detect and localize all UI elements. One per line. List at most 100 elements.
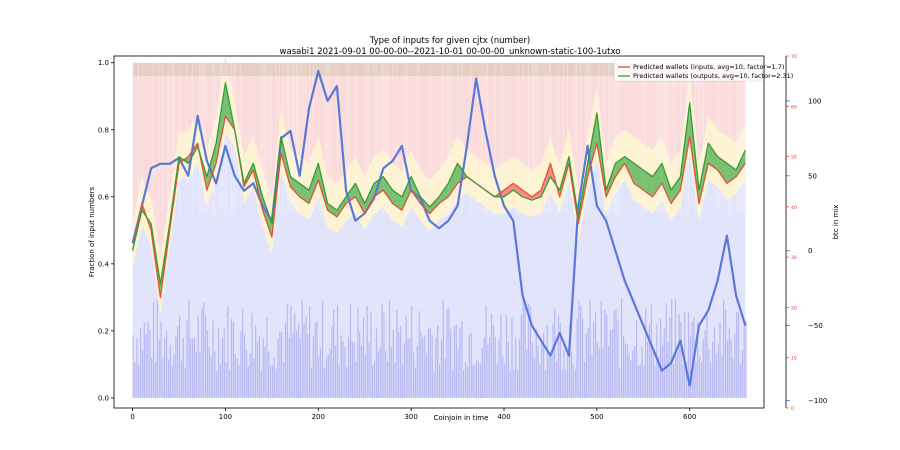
stripe — [617, 62, 619, 214]
input-spike — [349, 304, 352, 398]
input-spike — [171, 365, 173, 398]
input-spike — [257, 341, 259, 398]
input-spike — [511, 317, 513, 398]
input-spike — [450, 329, 452, 398]
input-spike — [244, 334, 246, 398]
input-spike — [357, 308, 359, 398]
x-tick-label: 200 — [312, 413, 325, 421]
input-spike — [409, 338, 411, 398]
input-spike — [583, 361, 586, 398]
input-spike — [323, 368, 326, 398]
input-spike — [728, 328, 730, 398]
input-spike — [266, 318, 268, 398]
input-spike — [283, 362, 285, 398]
input-spike — [329, 348, 331, 398]
input-spike — [366, 305, 368, 398]
input-spike — [459, 327, 461, 398]
input-spike — [650, 304, 652, 398]
input-spike — [153, 301, 155, 398]
stripe — [446, 62, 448, 214]
input-spike — [739, 363, 742, 398]
input-spike — [201, 307, 203, 398]
input-spike — [381, 303, 383, 398]
input-spike — [509, 371, 511, 398]
input-spike — [407, 337, 409, 398]
stripe — [418, 62, 420, 214]
stripe — [260, 62, 262, 214]
input-spike — [591, 354, 593, 398]
input-spike — [273, 357, 275, 398]
fill-outputs-above — [736, 149, 746, 177]
stripe — [329, 62, 331, 214]
input-spike — [602, 347, 604, 398]
input-spike — [439, 364, 441, 398]
input-spike — [327, 354, 329, 398]
input-spike — [426, 353, 428, 398]
input-spike — [474, 365, 476, 398]
stripe — [416, 62, 418, 214]
stripe — [368, 62, 370, 214]
stripe — [374, 62, 375, 214]
input-spike — [141, 350, 144, 398]
input-spike — [569, 326, 571, 398]
input-spike — [180, 361, 183, 398]
input-spike — [375, 327, 378, 398]
stripe — [674, 62, 676, 214]
stripe — [336, 62, 338, 214]
input-spike — [680, 322, 682, 398]
input-spike — [504, 363, 506, 398]
fill-outputs-above — [652, 163, 662, 197]
input-spike — [262, 337, 264, 398]
input-spike — [517, 369, 519, 398]
stripe — [702, 62, 704, 214]
stripe — [225, 62, 227, 214]
input-spike — [333, 309, 335, 398]
input-spike — [418, 311, 420, 398]
input-spike — [431, 334, 433, 398]
input-spike — [416, 345, 418, 398]
input-spike — [498, 340, 500, 398]
input-spike — [570, 352, 573, 398]
stripe — [585, 62, 587, 214]
input-spike — [156, 300, 158, 398]
input-spike — [710, 362, 712, 398]
input-spike — [630, 360, 632, 398]
stripe — [518, 62, 520, 214]
stripe — [728, 62, 730, 214]
fill-outputs-above — [206, 143, 217, 191]
input-spike — [188, 300, 190, 398]
input-spike — [526, 348, 528, 398]
stripe — [203, 62, 204, 214]
input-spike — [420, 331, 422, 398]
stripe — [715, 62, 717, 214]
input-spike — [587, 328, 589, 398]
fill-outputs-above — [643, 169, 653, 197]
input-spike — [346, 366, 348, 398]
input-spike — [500, 313, 502, 398]
stripe — [576, 62, 578, 214]
input-spike — [312, 336, 314, 398]
input-spike — [232, 322, 235, 398]
fill-outputs-above — [429, 196, 439, 214]
input-spike — [173, 353, 175, 398]
stripe — [162, 62, 164, 214]
input-spike — [190, 338, 192, 398]
input-spike — [427, 329, 430, 398]
input-spike — [647, 341, 649, 398]
stripe — [294, 62, 295, 214]
input-spike — [136, 338, 138, 398]
input-spike — [284, 322, 287, 398]
y2-tick-label: −50 — [808, 322, 823, 330]
stripe — [346, 62, 347, 214]
fill-outputs-above — [290, 176, 300, 197]
input-spike — [143, 322, 145, 398]
input-spike — [700, 362, 703, 398]
stripe — [179, 62, 180, 214]
stripe — [141, 62, 143, 214]
input-spike — [433, 371, 435, 398]
input-spike — [609, 329, 612, 398]
input-spike — [227, 305, 229, 398]
input-spike — [255, 325, 257, 398]
input-spike — [684, 312, 686, 398]
input-spike — [472, 364, 474, 398]
